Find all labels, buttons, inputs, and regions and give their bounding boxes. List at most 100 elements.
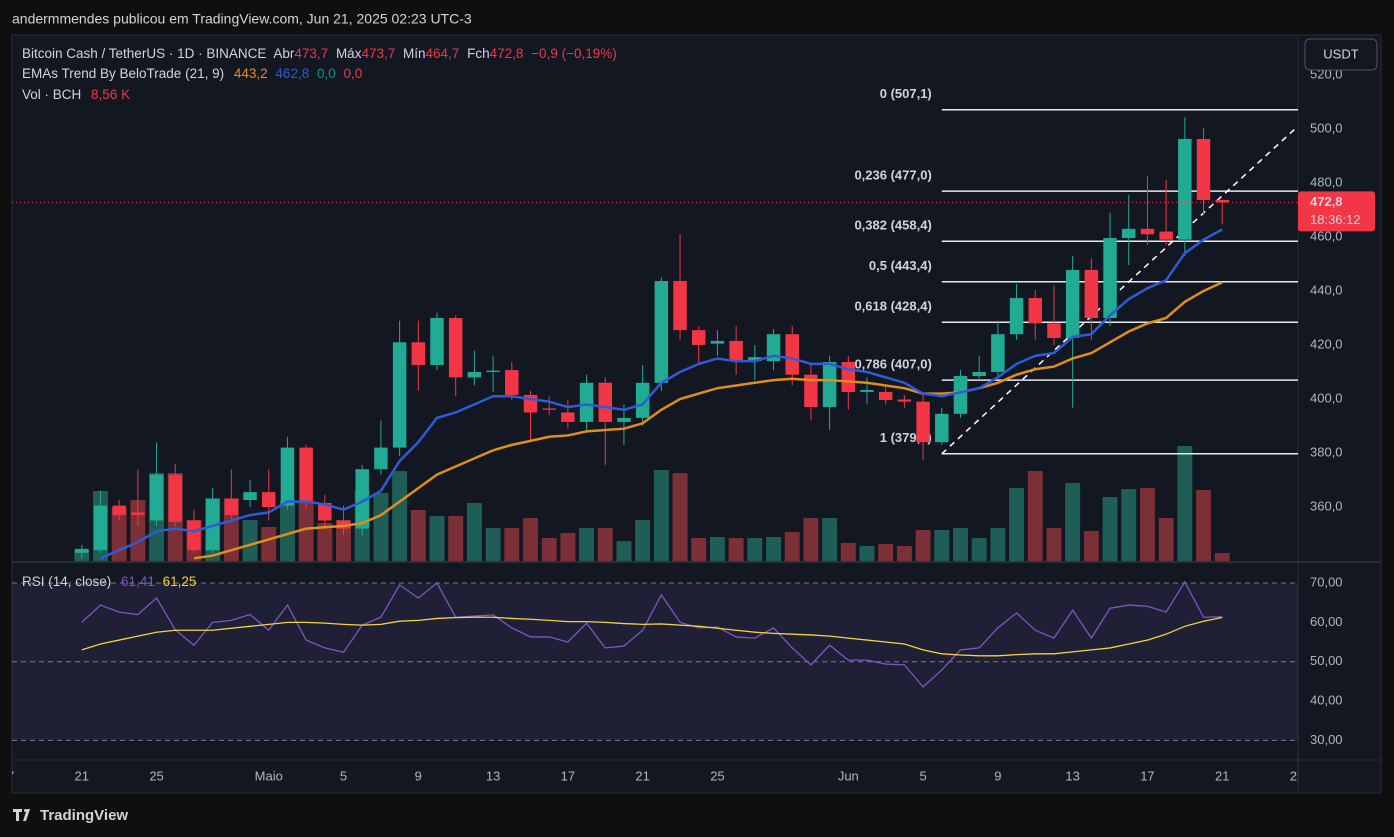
y-tick-label: 460,0 [1310,228,1343,243]
fib-label: 0,382 (458,4) [854,218,931,233]
candle-body [75,548,89,553]
x-tick-label: 21 [75,768,89,783]
candle-body [785,334,799,375]
volume-bar [541,538,557,561]
line-series [81,580,1223,688]
volume-bar [878,543,894,561]
volume-bar [766,536,781,561]
logo [13,809,30,821]
candle-body [729,340,743,362]
candle-body [1215,199,1229,203]
x-tick-label: 13 [486,768,500,783]
volume-bar [896,545,912,561]
candle-body [1178,138,1192,240]
volume-bar [261,526,277,561]
volume-bar [1027,471,1043,561]
value: 61,41 [121,574,155,589]
legend-volume: Vol · BCH 8,56 K [22,87,130,102]
volume-bar [728,538,744,561]
volume-bar [616,541,632,561]
volume-bar [822,518,838,561]
candle-body [112,505,126,516]
y-tick-label: 440,0 [1310,282,1343,297]
price-tag-value: 472,8 [1310,194,1343,209]
volume-bar [709,536,725,561]
candle-body [916,401,930,443]
rsi-tick-label: 40,00 [1310,692,1343,707]
x-tick-label: 21 [1215,768,1229,783]
candle-body [318,502,332,521]
volume-bar [336,519,351,561]
value: 0,0 [317,66,336,81]
candle-body [1009,298,1024,335]
line-series [81,616,1223,657]
currency[interactable]: USDT [1323,46,1358,61]
candle-body [561,412,575,422]
x-tick-label: 21 [635,768,649,783]
chart-frame [11,34,1382,794]
volume-bar [953,528,968,561]
candle-body [822,361,837,408]
volume-bar [691,538,707,561]
candle-body [841,361,856,392]
main-pane: 0 (507,1) 0,236 (477,0) 0,382 (458,4) 0,5 (… [12,86,1298,561]
volume-bar [317,522,333,561]
candle-body [1084,269,1099,318]
volume-bar [429,515,445,561]
candle-body [617,417,631,422]
y-tick-label: 360,0 [1310,498,1343,513]
candle-body [766,334,781,362]
volume-bar [859,545,875,561]
brand-name: TradingView [40,807,128,824]
rsi-tick-label: 60,00 [1310,614,1343,629]
candle-body [1103,238,1117,318]
candle-body [448,317,463,378]
volume-bar [410,509,426,561]
x-tick-label: 17 [561,768,575,783]
rsi-tick-label: 30,00 [1310,732,1343,747]
volume-bar [466,502,482,561]
candle-body [486,370,500,372]
logo-dot [24,809,27,812]
candle-body [542,408,556,410]
candle-body [748,357,762,362]
value: 61,25 [163,574,197,589]
x-tick-label: 25 [149,768,163,783]
candle-body [299,447,313,503]
volume-bar [1214,553,1230,561]
candle-body [878,391,893,401]
fib-label: 0,5 (443,4) [869,258,932,273]
legend-rsi: RSI (14, close) 61,41 61,25 [22,574,196,589]
volume-bar [504,528,520,561]
candle-body [1065,269,1080,338]
currency-button[interactable]: USDT [1304,38,1378,71]
symbol: Bitcoin Cash / TetherUS · 1D · BINANCE [22,46,266,61]
volume-bar [392,471,408,561]
volume-bar [1065,482,1081,561]
candle-body [579,382,594,422]
candle-body [710,340,725,344]
candle-body [1047,323,1061,338]
value: 8,56 K [91,87,130,102]
y-tick-label: 420,0 [1310,336,1343,351]
value: 473,7 [294,46,328,61]
line-series [99,228,1223,560]
button-frame[interactable] [1304,38,1378,71]
value: 443,2 [234,66,268,81]
label: Abr [273,46,295,61]
y-tick-label: 400,0 [1310,390,1343,405]
x-tick-label: Maio [255,768,283,783]
candle-body [654,280,669,383]
candle-body [411,342,426,365]
candle-body [673,280,687,331]
title: RSI (14, close) [22,574,111,589]
volume-bar [653,470,669,561]
volume-bar [298,499,314,561]
change: −0,9 (−0,19%) [531,46,617,61]
value: 473,7 [361,46,395,61]
x-tick-label: 9 [994,768,1001,783]
candle-body [430,317,444,365]
volume-bar [242,519,258,561]
candle-body [860,390,874,392]
volume-bar [1102,497,1118,561]
